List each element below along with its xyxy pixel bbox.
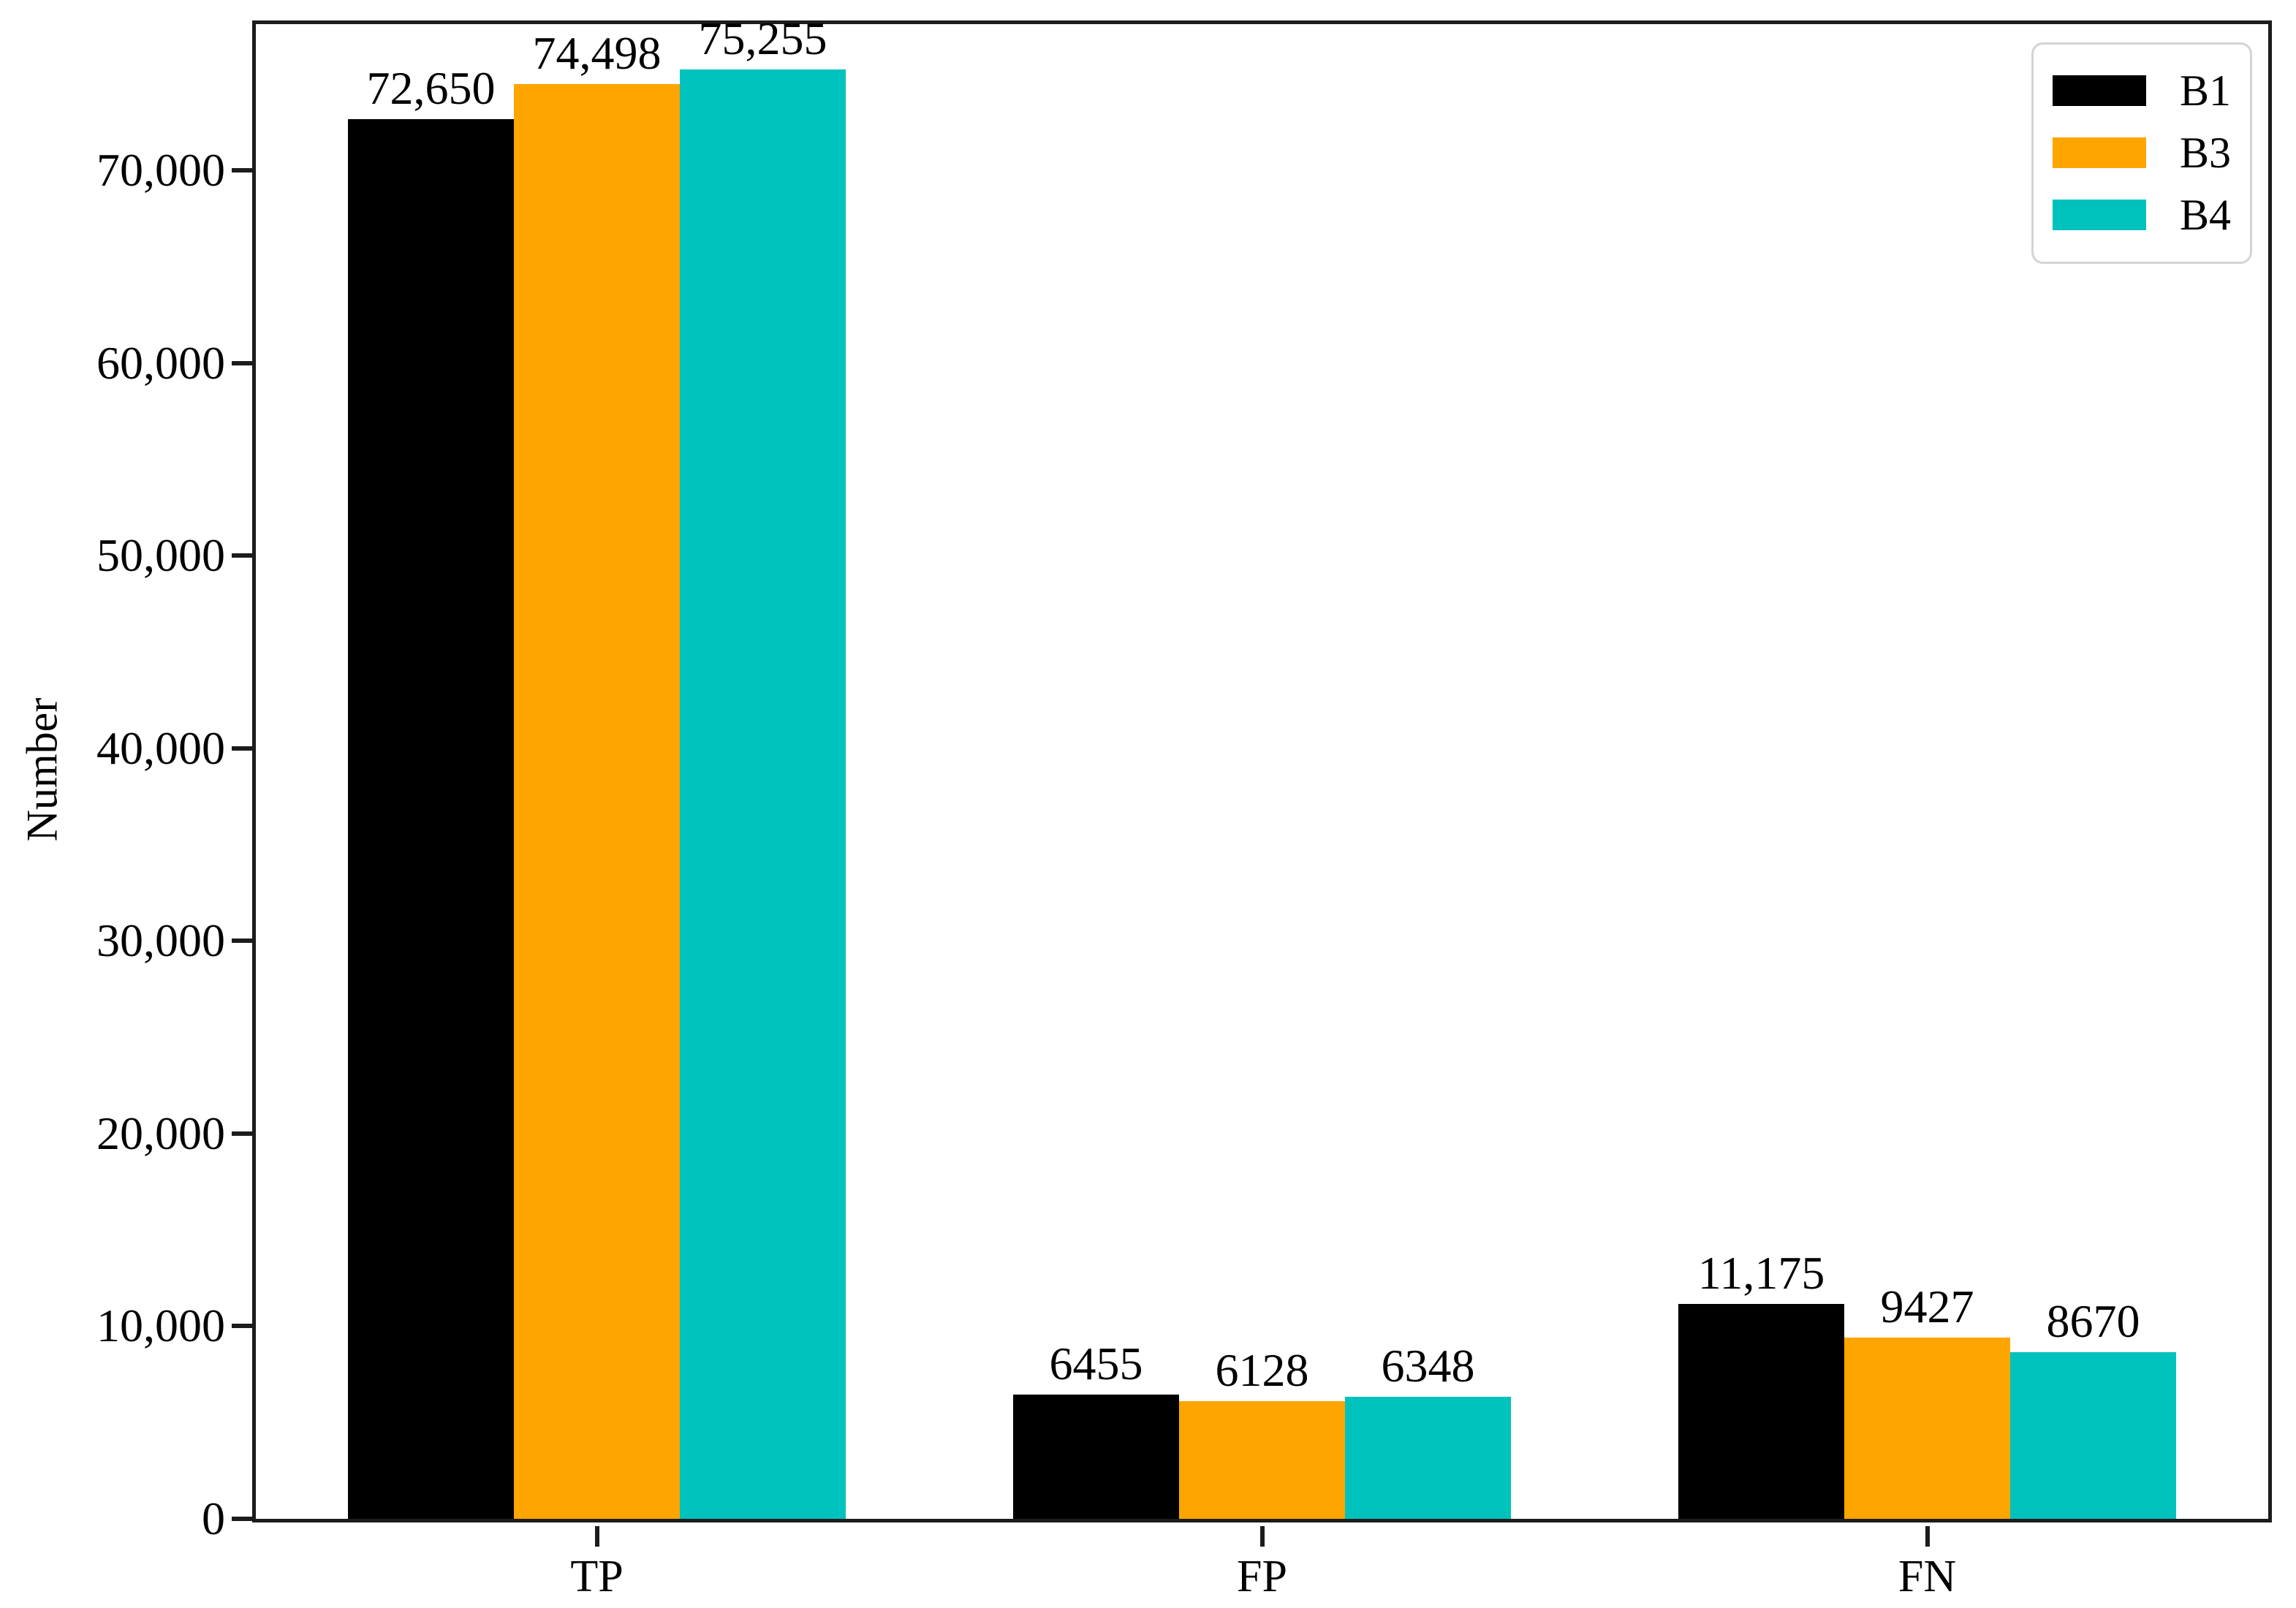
value-label-b1-tp: 72,650 — [366, 62, 496, 115]
y-tick-label-60-000: 60,000 — [96, 336, 225, 389]
y-tick-label-70-000: 70,000 — [96, 144, 225, 197]
legend-item-b1: B1 — [2034, 59, 2250, 121]
bar-b3-fp — [1179, 1400, 1345, 1519]
y-tick-label-30-000: 30,000 — [96, 914, 225, 967]
legend: B1 B3 B4 — [2031, 42, 2252, 264]
x-tick-label-fp: FP — [1237, 1552, 1287, 1601]
y-tick-label-10-000: 10,000 — [96, 1300, 225, 1352]
x-tick-label-tp: TP — [570, 1552, 624, 1601]
value-label-b4-fn: 8670 — [2046, 1294, 2140, 1347]
y-tick-mark-10-000 — [232, 1324, 252, 1329]
value-label-b1-fn: 11,175 — [1697, 1246, 1825, 1299]
legend-label-b4: B4 — [2180, 190, 2232, 239]
y-tick-mark-70-000 — [232, 168, 252, 173]
value-label-b4-fp: 6348 — [1381, 1339, 1475, 1392]
y-axis-label: Number — [18, 697, 67, 842]
y-tick-label-50-000: 50,000 — [96, 529, 225, 582]
value-label-b4-tp: 75,255 — [698, 12, 827, 64]
y-tick-mark-30-000 — [232, 938, 252, 944]
y-tick-label-0: 0 — [202, 1493, 225, 1544]
value-label-b3-fp: 6128 — [1215, 1343, 1309, 1396]
y-tick-mark-20-000 — [232, 1131, 252, 1136]
bar-b3-fn — [1844, 1337, 2010, 1519]
bar-b4-fp — [1345, 1396, 1511, 1519]
value-label-b1-fp: 6455 — [1049, 1337, 1143, 1389]
legend-item-b4: B4 — [2034, 183, 2250, 246]
legend-item-b3: B3 — [2034, 121, 2250, 183]
y-tick-mark-60-000 — [232, 360, 252, 365]
plot-area: 0 10,000 20,000 30,000 40,000 50,000 60,000 70,… — [96, 15, 2272, 1599]
bar-b3-tp — [514, 83, 680, 1519]
y-tick-mark-50-000 — [232, 553, 252, 558]
bar-b4-tp — [680, 69, 846, 1519]
bar-b1-tp — [348, 119, 514, 1519]
y-tick-label-40-000: 40,000 — [96, 721, 225, 774]
y-tick-label-20-000: 20,000 — [96, 1107, 225, 1159]
legend-swatch-b3 — [2053, 137, 2146, 168]
bar-b1-fp — [1013, 1394, 1179, 1519]
legend-label-b1: B1 — [2180, 66, 2232, 115]
bar-b4-fn — [2010, 1351, 2176, 1519]
legend-swatch-b1 — [2053, 75, 2146, 106]
x-tick-mark-fn — [1925, 1526, 1930, 1547]
value-label-b3-tp: 74,498 — [532, 26, 662, 79]
value-label-b3-fn: 9427 — [1880, 1280, 1974, 1332]
bar-b1-fn — [1678, 1303, 1844, 1519]
x-tick-label-fn: FN — [1898, 1552, 1957, 1601]
y-tick-mark-40-000 — [232, 746, 252, 751]
legend-swatch-b4 — [2053, 199, 2146, 230]
y-tick-mark-0 — [232, 1517, 252, 1521]
x-tick-mark-fp — [1259, 1526, 1265, 1547]
legend-label-b3: B3 — [2180, 128, 2232, 177]
x-tick-mark-tp — [594, 1526, 599, 1547]
